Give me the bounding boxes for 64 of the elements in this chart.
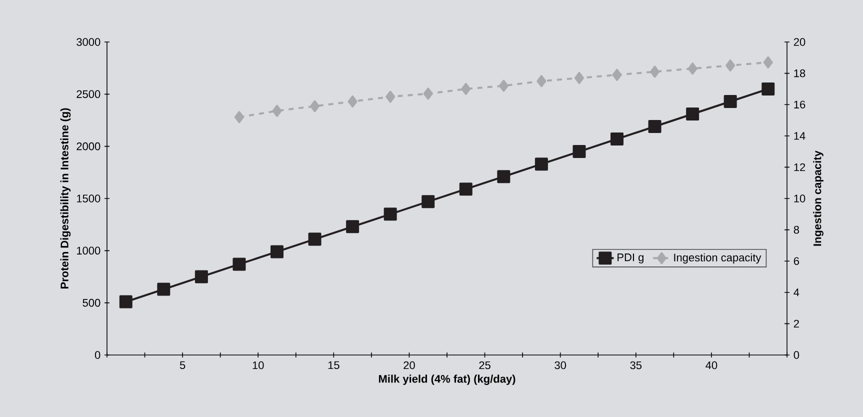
point <box>612 68 622 81</box>
point <box>232 258 246 271</box>
point <box>650 66 660 78</box>
x-tick-label: 10 <box>252 361 264 370</box>
y2-tick-label: 4 <box>794 288 800 296</box>
point <box>686 107 700 120</box>
point <box>310 100 320 112</box>
point <box>610 132 624 146</box>
x-tick-label: 20 <box>404 361 415 370</box>
point <box>572 145 586 158</box>
y2-tick-label: 20 <box>794 38 806 46</box>
x-tick-label: 40 <box>706 361 718 370</box>
y-tick-label: 1500 <box>77 194 100 202</box>
x-tick-label: 35 <box>630 361 642 370</box>
y2-tick-label: 18 <box>794 69 806 78</box>
point <box>346 220 360 234</box>
point <box>119 295 132 308</box>
point <box>648 120 662 134</box>
point <box>386 90 396 103</box>
y2-tick-label: 2 <box>794 320 799 328</box>
y-tick-label: 0 <box>94 351 100 359</box>
y2-tick-label: 6 <box>794 257 800 265</box>
y2-tick-label: 8 <box>794 226 800 234</box>
point <box>423 88 433 100</box>
legend-label: Ingestion capacity <box>674 253 762 264</box>
y-tick-label: 2000 <box>76 142 100 150</box>
point <box>422 195 435 208</box>
y-tick-label: 1000 <box>77 246 100 255</box>
y2-tick-label: 0 <box>794 351 800 359</box>
point <box>272 104 282 117</box>
y2-tick-label: 16 <box>794 100 806 108</box>
point <box>534 158 548 171</box>
point <box>498 80 508 92</box>
point <box>762 82 775 96</box>
point <box>688 62 698 75</box>
point <box>194 270 208 284</box>
point <box>574 72 584 84</box>
y2-tick-label: 10 <box>794 194 806 202</box>
y2-axis-title: Ingestion capacity <box>813 150 824 246</box>
point <box>157 282 170 296</box>
x-tick-label: 5 <box>180 361 186 370</box>
point <box>461 82 471 95</box>
x-tick-label: 25 <box>479 361 490 370</box>
point <box>497 170 510 184</box>
x-axis-title: Milk yield (4% fat) (kg/day) <box>378 374 516 385</box>
y-tick-label: 3000 <box>76 38 100 46</box>
point <box>459 182 472 196</box>
point <box>724 94 737 108</box>
point <box>536 75 546 88</box>
x-tick-label: 30 <box>554 361 566 370</box>
point <box>348 95 358 108</box>
y2-tick-label: 12 <box>794 163 806 172</box>
y-axis-title: Protein Digestibility in Intestine (g) <box>60 108 71 289</box>
y2-tick-label: 14 <box>794 132 806 140</box>
legend-label: PDI g <box>618 254 644 264</box>
y-tick-label: 2500 <box>76 90 100 98</box>
point <box>384 208 397 221</box>
point <box>234 111 244 124</box>
point <box>270 245 284 258</box>
point <box>763 56 773 68</box>
y-tick-label: 500 <box>82 298 100 307</box>
point <box>308 232 322 246</box>
x-tick-label: 15 <box>328 361 340 370</box>
point <box>726 59 736 72</box>
